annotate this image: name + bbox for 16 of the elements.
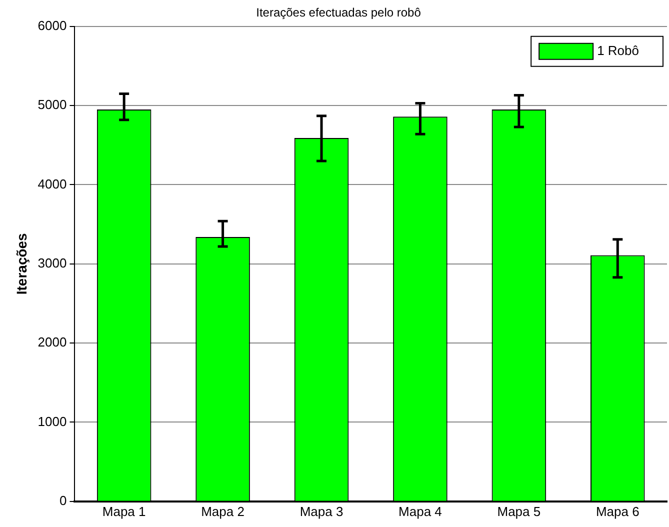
y-tick-label: 0 bbox=[59, 492, 67, 508]
legend-label: 1 Robô bbox=[597, 42, 639, 58]
y-tick-label: 6000 bbox=[38, 18, 67, 33]
x-tick-label: Mapa 6 bbox=[596, 504, 640, 519]
y-tick-label: 5000 bbox=[38, 97, 67, 112]
x-tick-label: Mapa 5 bbox=[497, 504, 541, 519]
y-tick-label: 4000 bbox=[38, 176, 67, 192]
x-tick-label: Mapa 2 bbox=[201, 504, 244, 519]
y-tick-label: 2000 bbox=[38, 334, 67, 350]
y-axis-title: Iterações bbox=[13, 232, 30, 295]
y-tick-label: 1000 bbox=[38, 414, 67, 429]
y-tick-label: 3000 bbox=[38, 255, 67, 270]
chart-title: Iterações efectuadas pelo robô bbox=[256, 6, 422, 20]
x-tick-label: Mapa 3 bbox=[300, 504, 344, 519]
x-tick-label: Mapa 4 bbox=[398, 504, 442, 519]
x-tick-label: Mapa 1 bbox=[102, 504, 146, 519]
